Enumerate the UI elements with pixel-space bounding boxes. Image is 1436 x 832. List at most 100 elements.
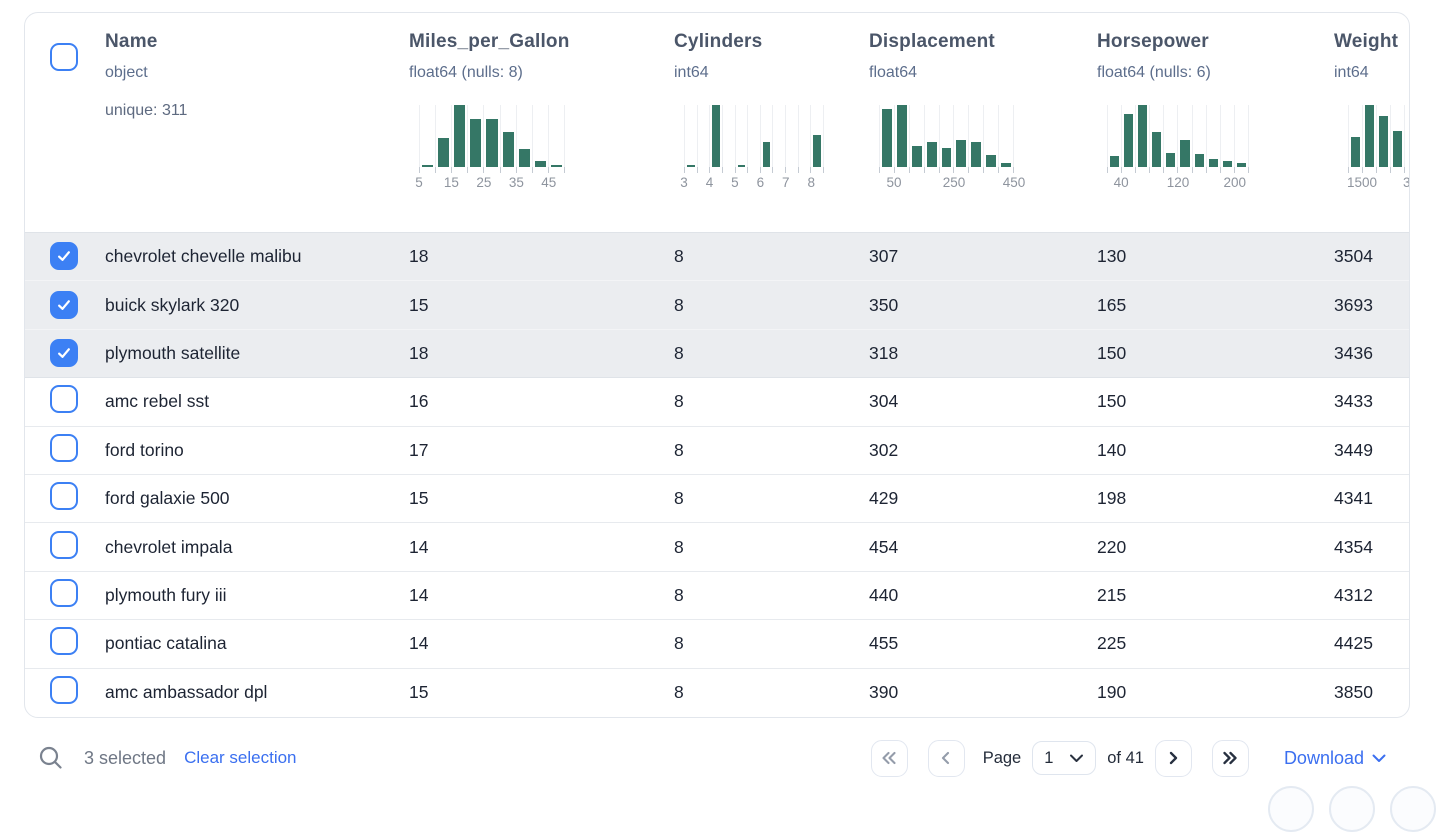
selected-count: 3 selected [84, 747, 167, 768]
histogram-bar [502, 132, 514, 167]
floating-button-partial[interactable] [1390, 786, 1436, 832]
row-checkbox-cell [25, 338, 105, 368]
histogram-bar [1392, 131, 1402, 167]
table-row[interactable]: plymouth satellite 18 8 318 150 3436 [25, 329, 1409, 379]
row-checkbox-cell [25, 530, 105, 564]
histogram-bar [687, 165, 695, 167]
cell-name: buick skylark 320 [105, 294, 240, 315]
histogram-bar [1180, 139, 1190, 167]
histogram-bar [1001, 162, 1012, 167]
table-body: chevrolet chevelle malibu 18 8 307 130 3504 bu… [25, 233, 1409, 717]
histogram-bar [422, 165, 434, 167]
cell-hp: 215 [1097, 584, 1127, 605]
page-select-value: 1 [1044, 748, 1054, 767]
row-checkbox[interactable] [50, 290, 78, 319]
cell-disp: 455 [869, 633, 899, 654]
histogram-bar [956, 140, 967, 167]
cell-hp: 225 [1097, 633, 1127, 654]
select-all-checkbox[interactable] [50, 43, 78, 71]
histogram-tick-label: 120 [1166, 175, 1190, 190]
cell-cyl: 8 [674, 488, 684, 509]
histogram-bar [534, 160, 546, 167]
histogram-tick-label: 35 [508, 175, 524, 190]
histogram-bar [1208, 158, 1218, 167]
table-row[interactable]: ford torino 17 8 302 140 3449 [25, 427, 1409, 475]
row-checkbox[interactable] [50, 385, 78, 414]
column-dtype: float64 (nulls: 8) [409, 64, 523, 81]
row-checkbox[interactable] [50, 338, 78, 367]
cell-cyl: 8 [674, 633, 684, 654]
cell-hp: 165 [1097, 294, 1127, 315]
cell-wt: 3433 [1334, 391, 1373, 412]
histogram-displacement: 50 250 450 [879, 105, 1025, 193]
table-row[interactable]: buick skylark 320 15 8 350 165 3693 [25, 281, 1409, 330]
histogram-miles-per-gallon: 5 15 25 35 45 [415, 105, 565, 193]
histogram-tick-label: 25 [476, 175, 492, 190]
header-checkbox-cell [25, 13, 105, 232]
table-row[interactable]: plymouth fury iii 14 8 440 215 4312 [25, 572, 1409, 621]
table-row[interactable]: amc rebel sst 16 8 304 150 3433 [25, 378, 1409, 427]
cell-mpg: 18 [409, 342, 429, 363]
row-checkbox[interactable] [50, 627, 78, 656]
histogram-bar [518, 149, 530, 167]
histogram-tick-label: 40 [1113, 175, 1129, 190]
histogram-tick-label: 8 [807, 175, 816, 190]
table-row[interactable]: chevrolet chevelle malibu 18 8 307 130 3504 [25, 233, 1409, 282]
clear-selection-link[interactable]: Clear selection [184, 748, 297, 767]
cell-disp: 454 [869, 536, 899, 557]
cell-cyl: 8 [674, 682, 684, 703]
histogram-bar [911, 145, 922, 167]
column-title: Miles_per_Gallon [409, 31, 570, 52]
cell-disp: 302 [869, 439, 899, 460]
column-dtype: int64 [1334, 64, 1369, 81]
page-select[interactable]: 1 [1032, 741, 1097, 775]
row-checkbox[interactable] [50, 433, 78, 462]
download-menu[interactable]: Download [1284, 748, 1386, 769]
row-checkbox-cell [25, 627, 105, 660]
histogram-bar [1124, 113, 1134, 167]
histogram-tick-label: 200 [1223, 175, 1247, 190]
table-row[interactable]: amc ambassador dpl 15 8 390 190 3850 [25, 669, 1409, 717]
histogram-tick-label: 1500 [1346, 175, 1378, 190]
data-table-card: Name object unique: 311 Miles_per_Gallon… [24, 12, 1410, 718]
histogram-bar [1110, 156, 1120, 167]
first-page-button[interactable] [870, 739, 908, 777]
cell-hp: 140 [1097, 439, 1127, 460]
cell-disp: 429 [869, 488, 899, 509]
table-row[interactable]: chevrolet impala 14 8 454 220 4354 [25, 523, 1409, 572]
histogram-bar [1378, 116, 1388, 167]
row-checkbox-cell [25, 242, 105, 271]
row-checkbox-cell [25, 433, 105, 467]
chevron-down-icon [1070, 754, 1084, 762]
histogram-tick-label: 450 [1002, 175, 1026, 190]
row-checkbox[interactable] [50, 530, 78, 559]
row-checkbox[interactable] [50, 482, 78, 511]
cell-wt: 4312 [1334, 584, 1373, 605]
row-checkbox[interactable] [50, 676, 78, 705]
column-header-name: Name object unique: 311 [105, 13, 409, 232]
floating-button-partial[interactable] [1329, 786, 1375, 832]
histogram-bar [1152, 131, 1162, 167]
histogram-tick-label: 15 [443, 175, 459, 190]
histogram-bar [454, 105, 466, 167]
cell-disp: 350 [869, 294, 899, 315]
row-checkbox[interactable] [50, 578, 78, 607]
cell-wt: 3436 [1334, 342, 1373, 363]
search-icon[interactable] [38, 745, 64, 771]
cell-mpg: 14 [409, 633, 429, 654]
next-page-button[interactable] [1154, 739, 1192, 777]
column-dtype: float64 (nulls: 6) [1097, 64, 1211, 81]
floating-button-partial[interactable] [1268, 786, 1314, 832]
previous-page-button[interactable] [927, 739, 965, 777]
cell-wt: 3693 [1334, 294, 1373, 315]
row-checkbox[interactable] [50, 242, 78, 271]
cell-wt: 4425 [1334, 633, 1373, 654]
chevron-down-icon [1372, 754, 1386, 762]
last-page-button[interactable] [1211, 739, 1249, 777]
histogram-bar [882, 109, 892, 167]
column-title: Weight [1334, 31, 1399, 52]
cell-hp: 190 [1097, 682, 1127, 703]
table-row[interactable]: ford galaxie 500 15 8 429 198 4341 [25, 475, 1409, 524]
row-checkbox-cell [25, 578, 105, 612]
table-row[interactable]: pontiac catalina 14 8 455 225 4425 [25, 620, 1409, 669]
